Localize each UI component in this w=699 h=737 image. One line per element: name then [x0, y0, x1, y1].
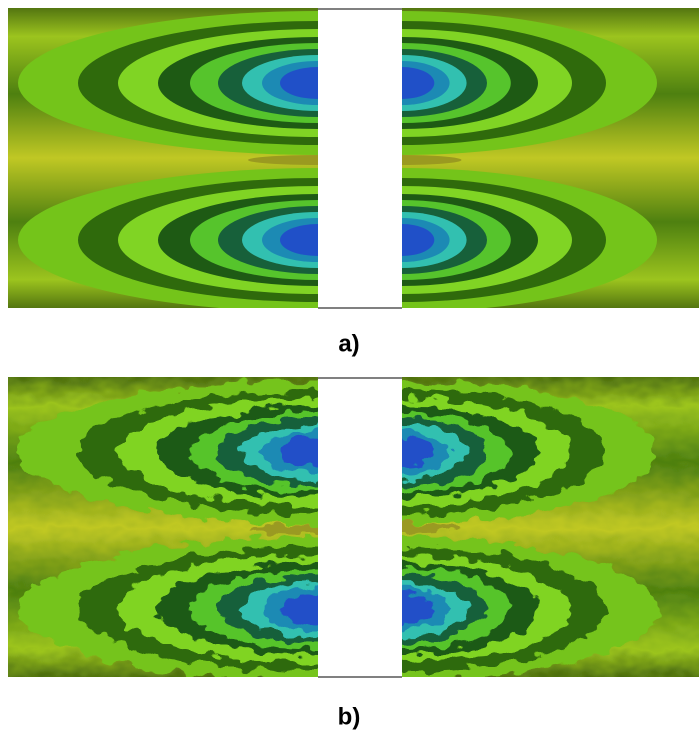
contour-half	[402, 377, 699, 677]
center-band	[402, 155, 462, 165]
contour-field	[402, 377, 699, 677]
contour-band	[402, 436, 435, 468]
center-band	[248, 524, 318, 534]
center-band	[248, 155, 318, 165]
panel-label: b)	[338, 703, 361, 730]
contour-band	[280, 436, 318, 468]
contour-band	[402, 67, 435, 99]
contour-field	[402, 8, 699, 308]
contour-band	[280, 593, 318, 625]
contour-half	[8, 377, 318, 677]
contour-half	[402, 8, 699, 308]
contour-band	[402, 224, 435, 256]
panel-label: a)	[338, 330, 359, 357]
contour-band	[280, 224, 318, 256]
contour-band	[280, 67, 318, 99]
contour-band	[402, 593, 435, 625]
center-band	[402, 524, 462, 534]
contour-field	[8, 377, 318, 677]
contour-half	[8, 8, 318, 308]
contour-field	[8, 8, 318, 308]
